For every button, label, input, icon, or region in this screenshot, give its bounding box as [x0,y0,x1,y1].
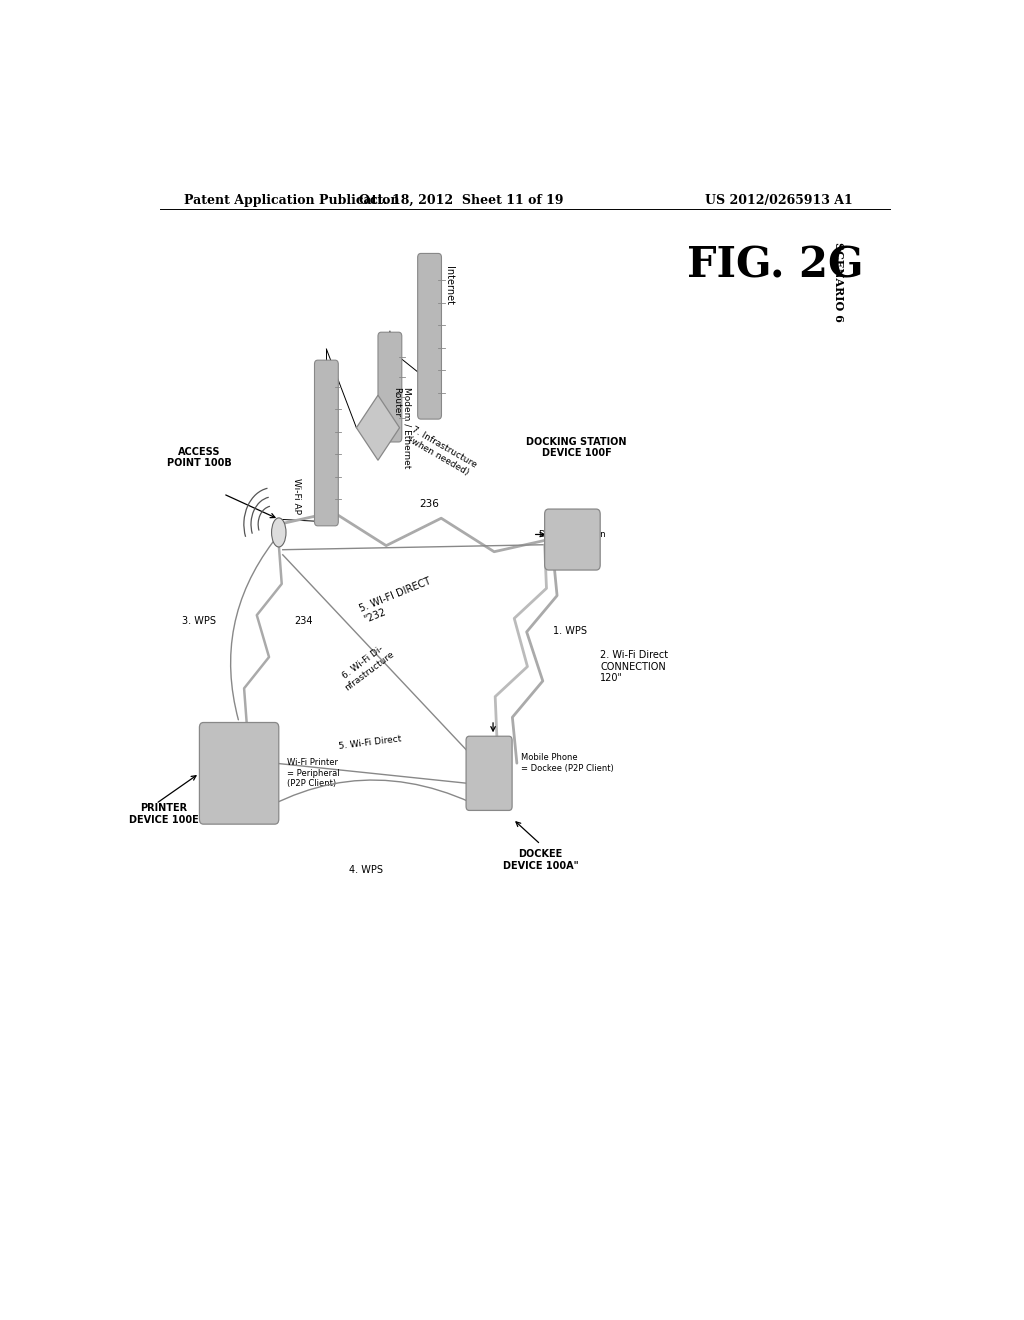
Text: 5. WI-FI DIRECT
"232: 5. WI-FI DIRECT "232 [358,577,437,624]
Text: Wi-Fi Printer
= Peripheral
(P2P Client): Wi-Fi Printer = Peripheral (P2P Client) [287,759,339,788]
Text: 236: 236 [420,499,439,510]
FancyBboxPatch shape [200,722,279,824]
Text: 234: 234 [295,616,313,626]
Text: DOCKING STATION
DEVICE 100F: DOCKING STATION DEVICE 100F [526,437,627,458]
FancyBboxPatch shape [545,510,600,570]
Text: 5. Wi-Fi Direct: 5. Wi-Fi Direct [338,734,402,751]
Text: FIG. 2G: FIG. 2G [686,244,863,286]
Text: 3. WPS: 3. WPS [182,616,216,626]
Text: 7. Infrastructure
(when needed): 7. Infrastructure (when needed) [404,425,478,479]
FancyBboxPatch shape [418,253,441,420]
FancyBboxPatch shape [378,333,401,442]
Text: Internet: Internet [443,265,454,305]
Text: Oct. 18, 2012  Sheet 11 of 19: Oct. 18, 2012 Sheet 11 of 19 [359,194,563,207]
Polygon shape [356,395,399,461]
FancyBboxPatch shape [314,360,338,525]
Text: Patent Application Publication: Patent Application Publication [183,194,399,207]
Text: ACCESS
POINT 100B: ACCESS POINT 100B [167,446,231,469]
Ellipse shape [271,517,286,546]
Text: Mobile Phone
= Dockee (P2P Client): Mobile Phone = Dockee (P2P Client) [521,754,613,772]
Text: Docking Station
(P2P GO): Docking Station (P2P GO) [539,529,606,549]
Text: SCENARIO 6: SCENARIO 6 [833,243,844,322]
Text: 1. WPS: 1. WPS [553,626,587,636]
Text: US 2012/0265913 A1: US 2012/0265913 A1 [705,194,853,207]
Text: Modem / Ethernet
Router: Modem / Ethernet Router [392,387,412,469]
Text: 6. Wi-Fi Di-
nfrastructure: 6. Wi-Fi Di- nfrastructure [337,642,395,692]
Text: 4. WPS: 4. WPS [349,865,383,875]
FancyBboxPatch shape [466,737,512,810]
Text: PRINTER
DEVICE 100E: PRINTER DEVICE 100E [129,803,199,825]
Text: 2. Wi-Fi Direct
CONNECTION
120": 2. Wi-Fi Direct CONNECTION 120" [600,649,669,684]
Text: DOCKEE
DEVICE 100A": DOCKEE DEVICE 100A" [503,849,579,870]
Text: Wi-Fi AP: Wi-Fi AP [292,478,301,515]
